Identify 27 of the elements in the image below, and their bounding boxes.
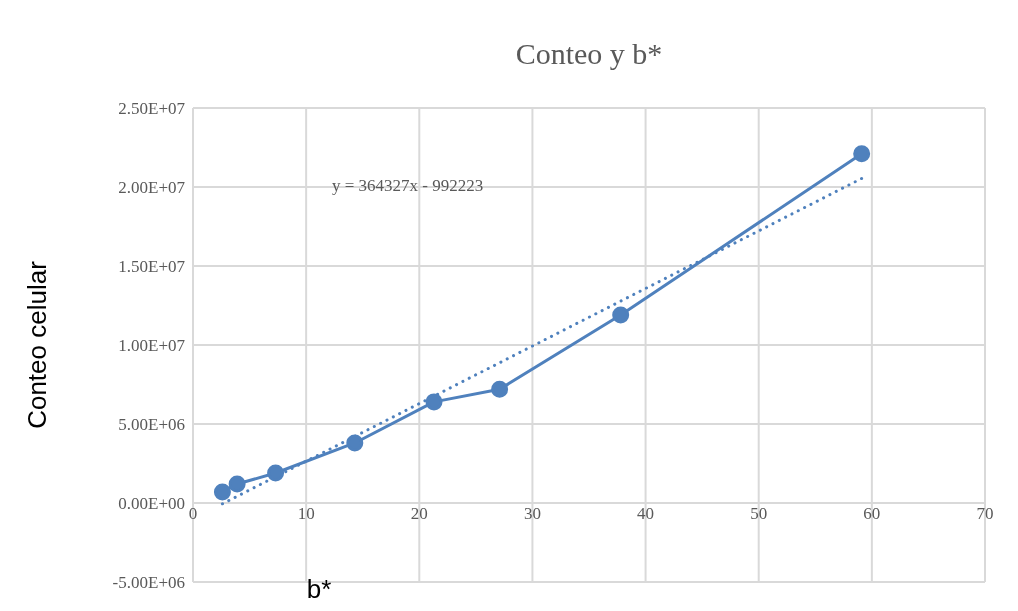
x-tick-label: 50 xyxy=(750,504,768,523)
point xyxy=(267,464,285,482)
y-tick-label: -5.00E+06 xyxy=(112,573,185,593)
point xyxy=(612,306,630,324)
y-tick-label: 2.00E+07 xyxy=(118,178,186,198)
x-tick-label: 0 xyxy=(188,504,198,523)
point xyxy=(213,483,231,501)
y-tick-label: 2.50E+07 xyxy=(118,99,186,119)
point xyxy=(425,393,443,411)
y-tick-label: 0.00E+00 xyxy=(118,494,185,514)
point xyxy=(491,380,509,398)
annotation: y = 364327x - 992223 xyxy=(332,176,484,195)
x-tick-label: 40 xyxy=(637,504,655,523)
x-tick-label: 20 xyxy=(410,504,428,523)
x-tick-label: 30 xyxy=(523,504,541,523)
y-tick-label: 1.50E+07 xyxy=(118,257,186,277)
x-tick-label: 10 xyxy=(297,504,315,523)
x-axis-title: b* xyxy=(306,574,332,604)
y-tick-label: 1.00E+07 xyxy=(118,336,186,356)
point xyxy=(228,475,246,493)
y-tick-label: 5.00E+06 xyxy=(118,415,185,435)
point xyxy=(346,434,364,452)
x-tick-label: 70 xyxy=(976,504,994,523)
chart-title: Conteo y b* xyxy=(515,37,663,70)
point xyxy=(853,145,871,163)
y-axis-title: Conteo celular xyxy=(22,260,52,429)
x-tick-label: 60 xyxy=(863,504,881,523)
